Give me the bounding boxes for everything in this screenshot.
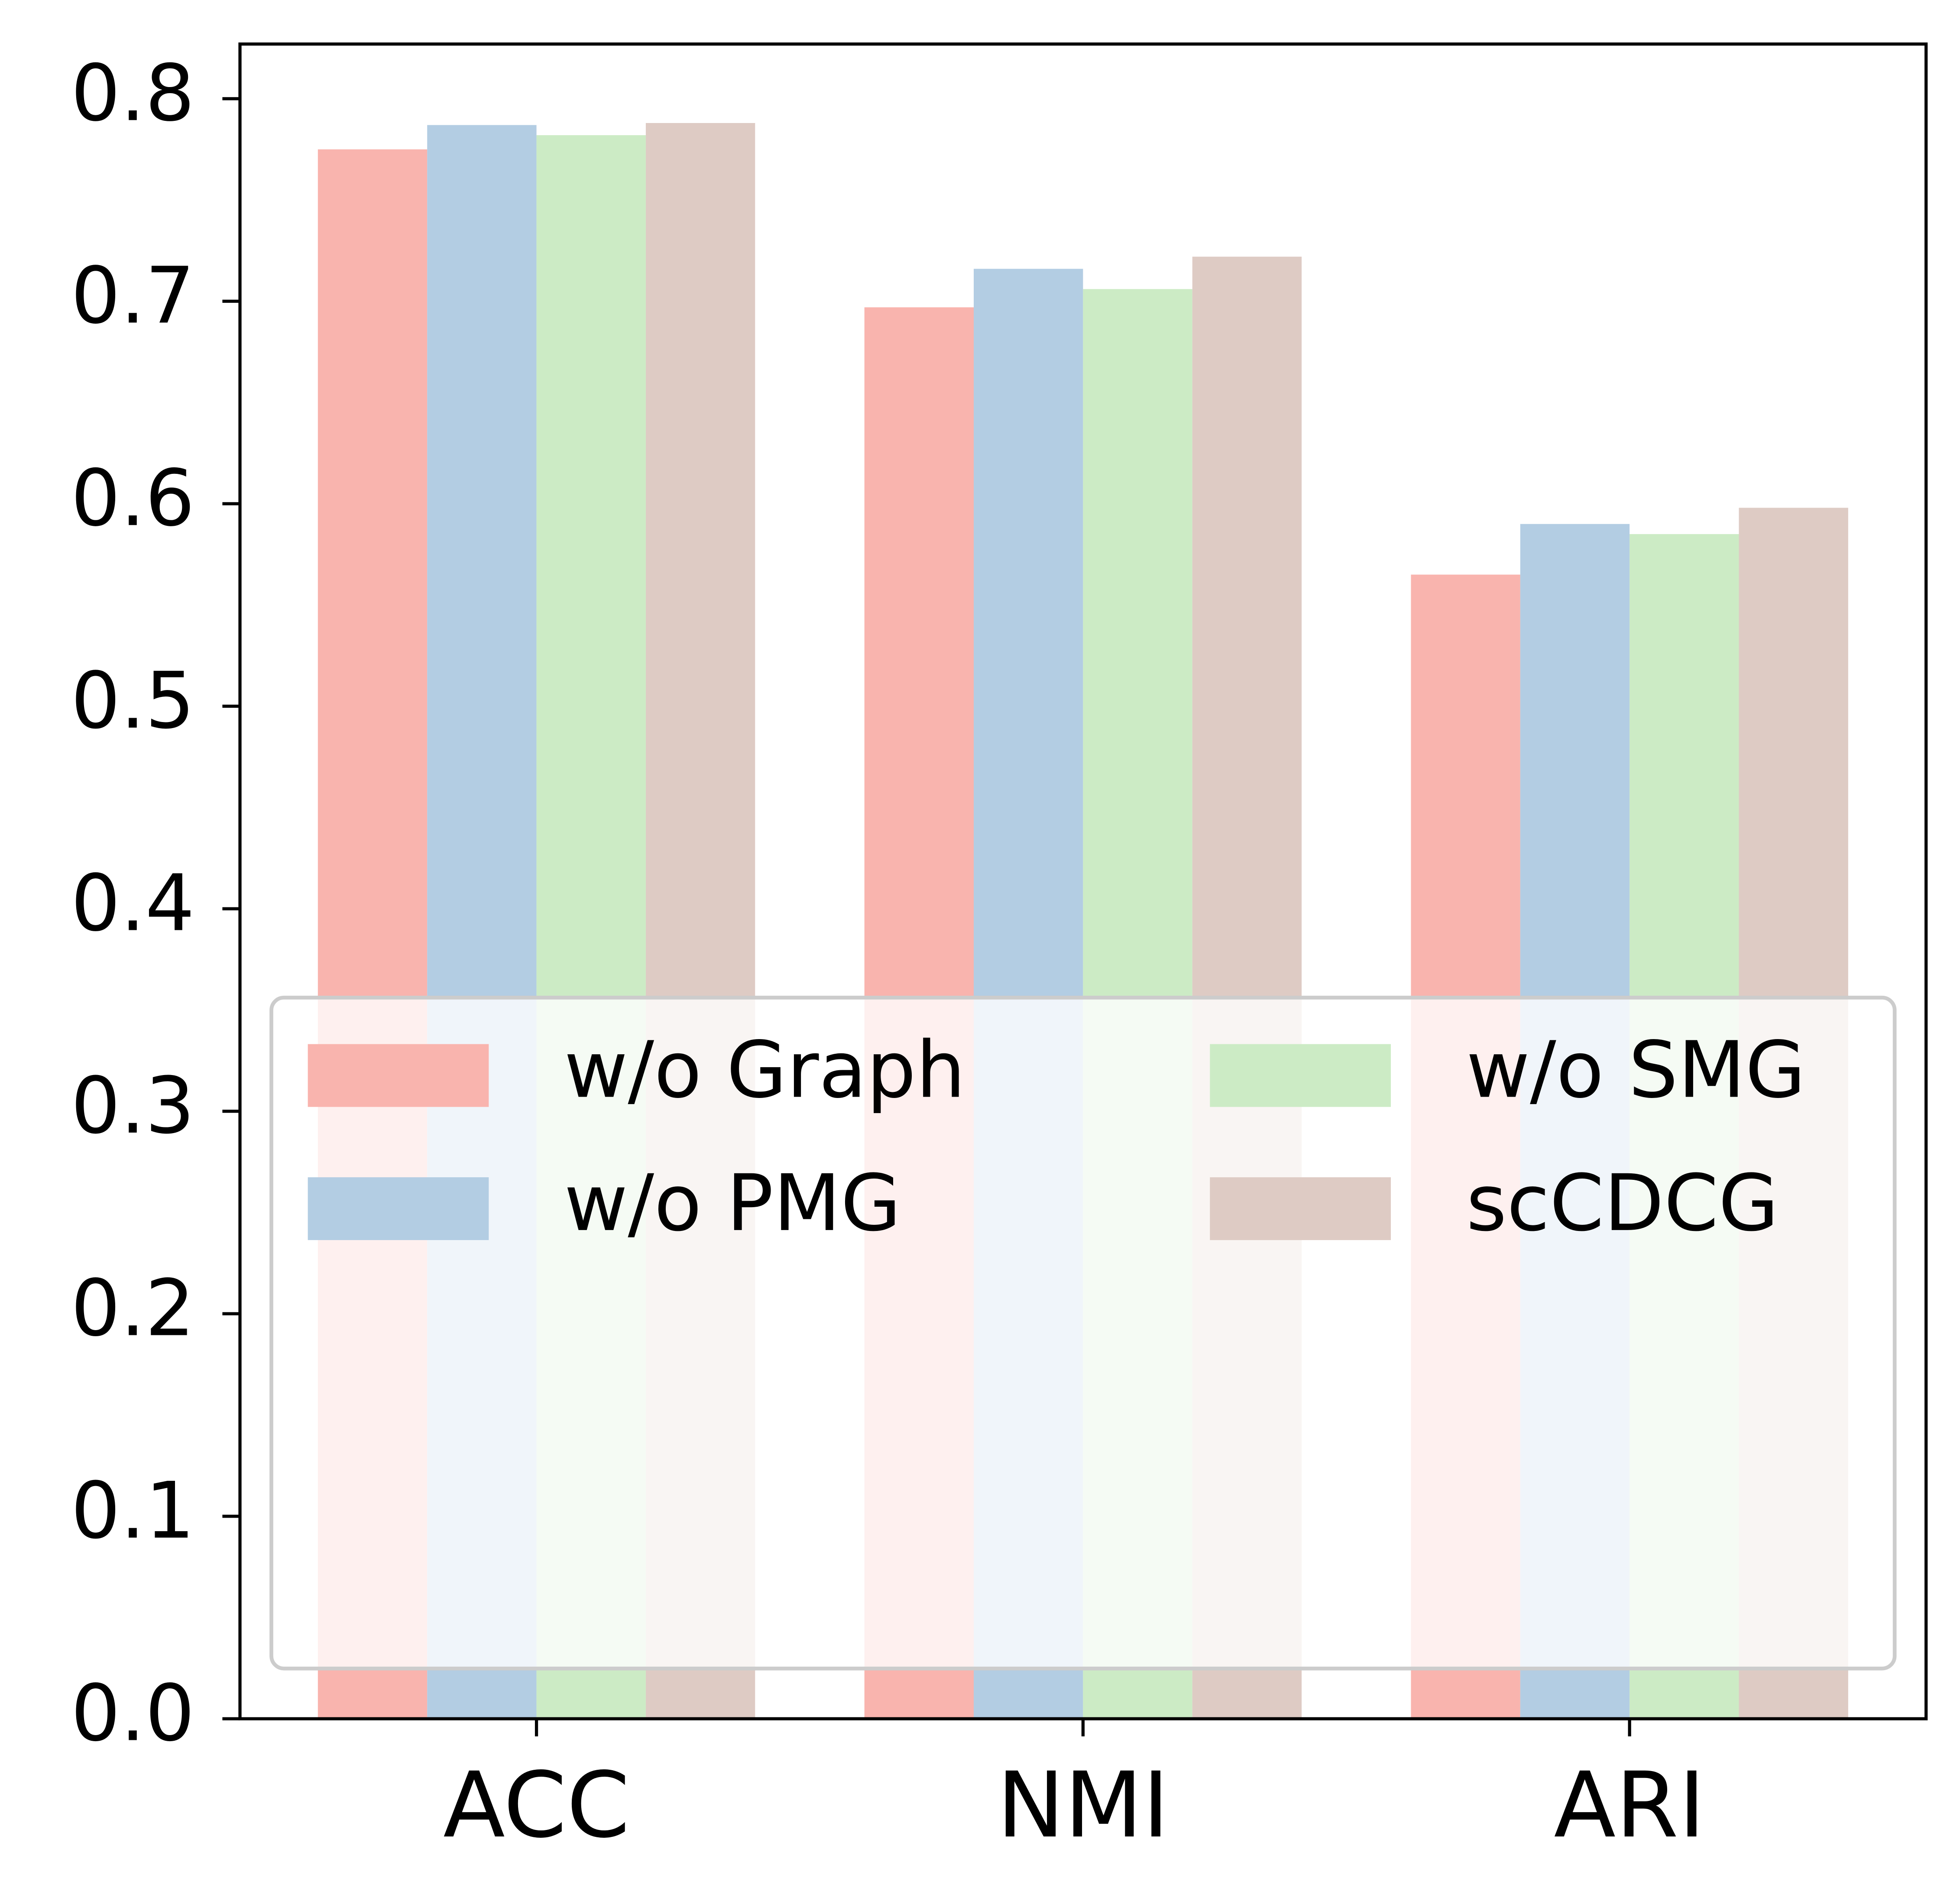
- y-tick-label: 0.4: [71, 858, 195, 949]
- x-tick-label: ACC: [443, 1753, 630, 1858]
- y-tick-label: 0.8: [71, 48, 195, 139]
- legend-swatch: [308, 1177, 489, 1240]
- x-tick-label: NMI: [997, 1753, 1169, 1858]
- legend-label: w/o Graph: [564, 1025, 965, 1115]
- y-tick-label: 0.1: [71, 1466, 195, 1556]
- legend-label: w/o SMG: [1466, 1025, 1805, 1115]
- legend-swatch: [1210, 1044, 1391, 1107]
- x-tick-label: ARI: [1554, 1753, 1705, 1858]
- y-tick-label: 0.7: [71, 251, 195, 341]
- y-tick-label: 0.0: [71, 1668, 195, 1759]
- y-tick-label: 0.5: [71, 656, 195, 746]
- y-tick-label: 0.2: [71, 1263, 195, 1354]
- plot-frame: [238, 42, 1928, 1720]
- legend-frame: [269, 995, 1897, 1671]
- legend-swatch: [1210, 1177, 1391, 1240]
- legend-label: scCDCG: [1466, 1158, 1779, 1249]
- legend-label: w/o PMG: [564, 1158, 901, 1249]
- y-tick-label: 0.3: [71, 1061, 195, 1151]
- legend: w/o Graph w/o PMG w/o SMG scCDCG: [269, 995, 1897, 1671]
- legend-swatch: [308, 1044, 489, 1107]
- y-tick-label: 0.6: [71, 453, 195, 544]
